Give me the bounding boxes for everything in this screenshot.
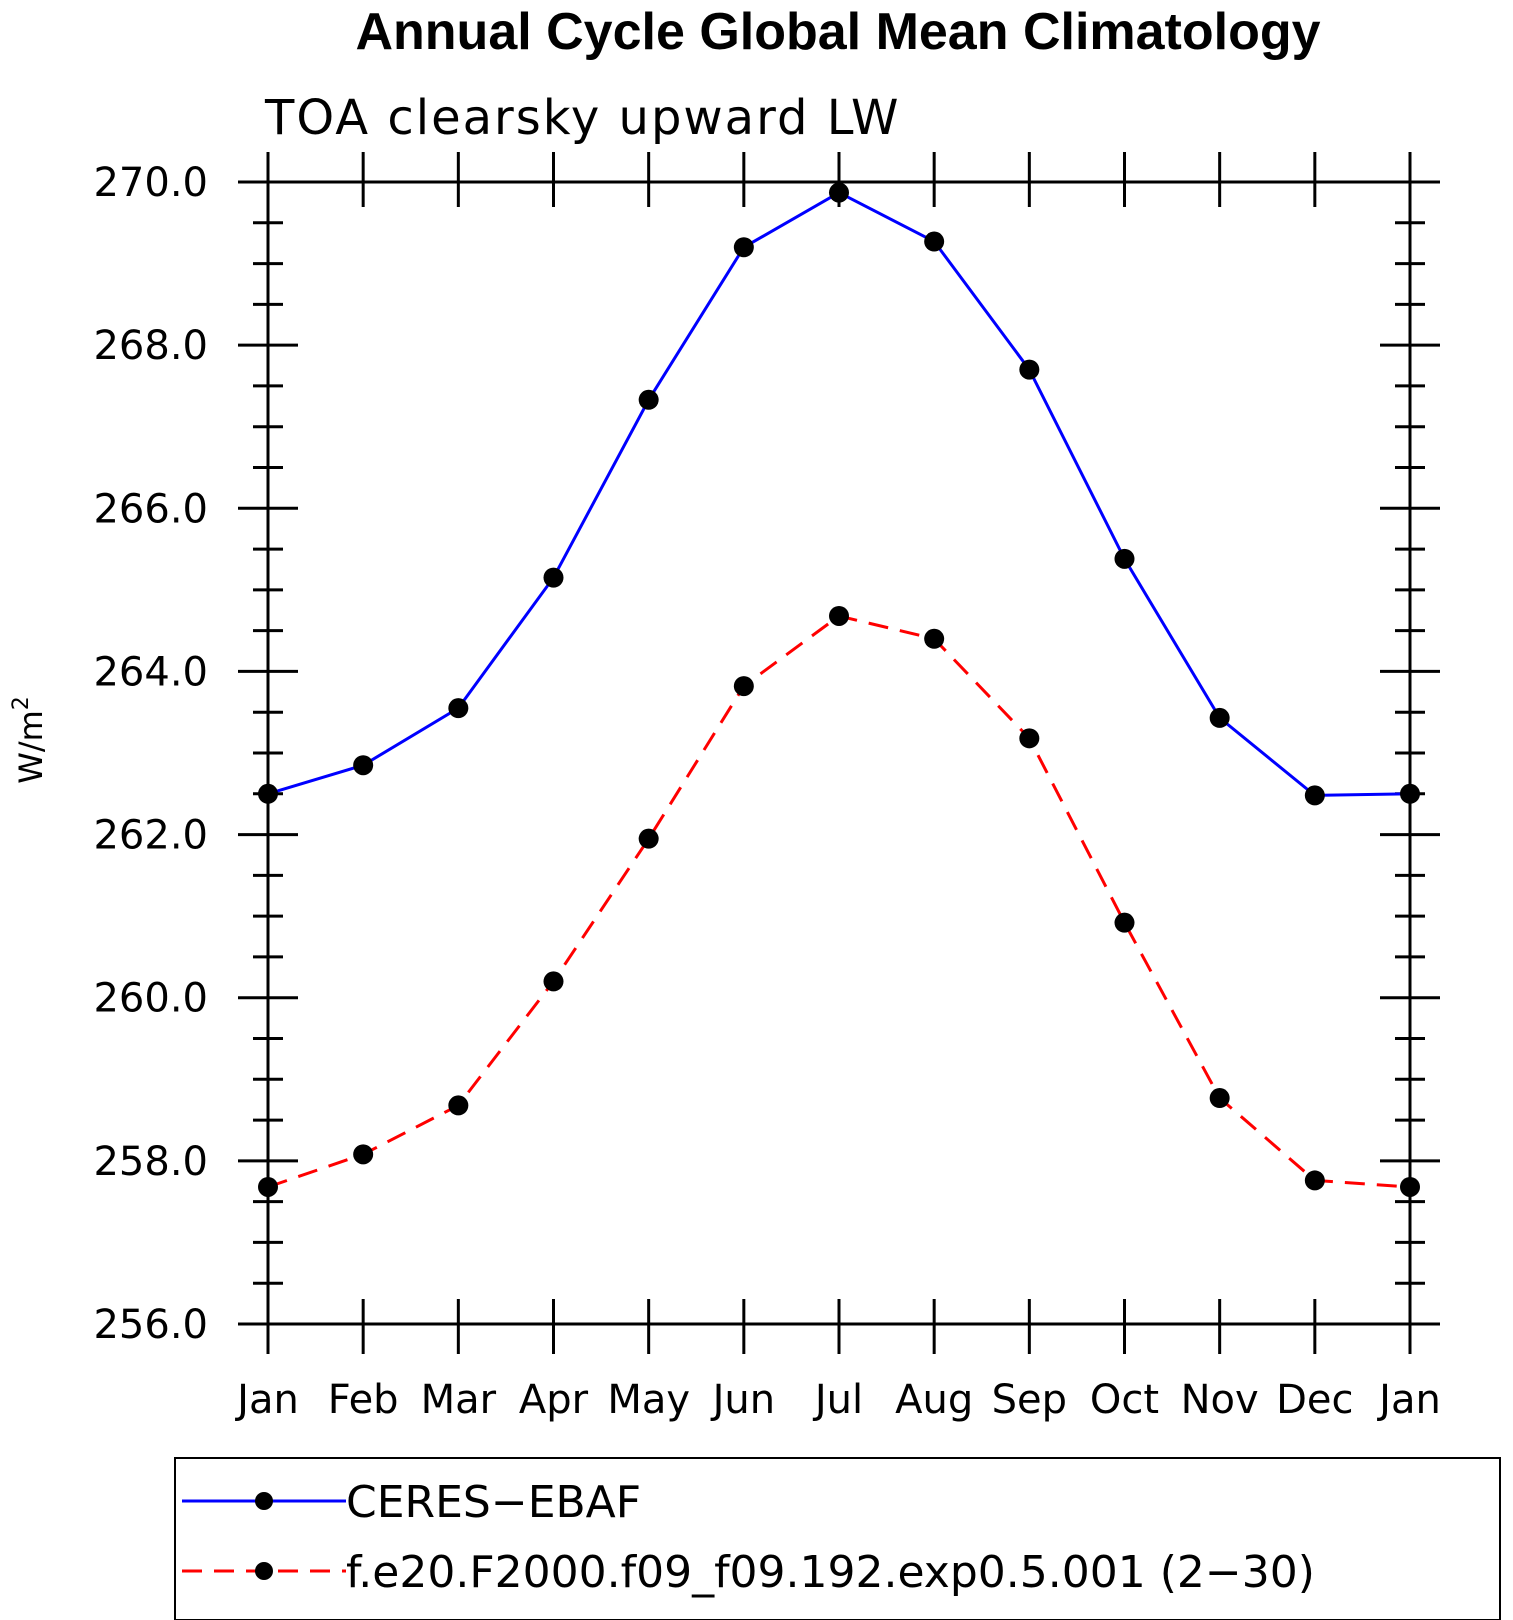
x-tick-label: Jan <box>234 1377 299 1423</box>
x-tick-label: Jun <box>710 1377 776 1423</box>
y-tick-label: 266.0 <box>93 486 208 532</box>
series-2-point <box>1019 728 1040 749</box>
legend-marker-series-1 <box>255 1492 273 1510</box>
series-1-point <box>733 237 754 258</box>
y-axis-label-superscript: 2 <box>9 696 34 710</box>
x-tick-label: Nov <box>1181 1377 1259 1423</box>
series-1-point <box>829 182 849 203</box>
x-tick-label: Oct <box>1090 1377 1159 1423</box>
legend-box <box>174 1457 1501 1620</box>
series-2-point <box>353 1144 374 1165</box>
series-1-point <box>924 231 945 252</box>
legend-marker-series-2 <box>255 1562 273 1580</box>
svg-text:W/m2: W/m2 <box>9 696 50 784</box>
series-1-point <box>1114 548 1135 569</box>
plot-frame <box>266 180 1412 1326</box>
y-tick-label: 264.0 <box>93 649 208 695</box>
series-line-2 <box>267 614 1411 1189</box>
series-1-point <box>1209 707 1230 728</box>
y-tick-label: 256.0 <box>93 1302 208 1348</box>
x-tick-label: Sep <box>992 1377 1067 1423</box>
tick-labels: 256.0 258.0 260.0 262.0 264.0 266.0 268.0 270.0… <box>93 160 1440 1423</box>
legend-label-series-1: CERES−EBAF <box>346 1477 641 1528</box>
y-tick-label: 268.0 <box>93 323 208 369</box>
y-axis-label-text: W/m <box>12 710 50 784</box>
series-1-point <box>353 755 374 776</box>
x-tick-label: Feb <box>328 1377 399 1423</box>
series-line-1 <box>267 190 1411 797</box>
y-tick-label: 270.0 <box>93 160 208 206</box>
series-2-point <box>1114 912 1135 933</box>
x-tick-label: Dec <box>1276 1377 1353 1423</box>
x-tick-label: Apr <box>519 1377 589 1423</box>
x-tick-label: Jan <box>1376 1377 1441 1423</box>
series-lines <box>267 190 1411 1189</box>
series-2-point <box>543 971 564 992</box>
x-tick-label: Aug <box>895 1377 973 1423</box>
axis-ticks <box>238 152 1440 1354</box>
series-1-point <box>448 698 469 719</box>
legend-label-series-2: f.e20.F2000.f09_f09.192.exp0.5.001 (2−30… <box>346 1547 1315 1598</box>
y-tick-label: 262.0 <box>93 813 208 859</box>
series-1-point <box>638 389 659 410</box>
legend: CERES−EBAF f.e20.F2000.f09_f09.192.exp0.… <box>174 1457 1501 1620</box>
x-tick-label: Jul <box>812 1377 863 1423</box>
series-2-point <box>1209 1088 1230 1109</box>
series-2-point <box>638 828 659 849</box>
x-tick-label: Mar <box>421 1377 497 1423</box>
series-2-point <box>1304 1170 1325 1191</box>
y-axis-label: W/m2 <box>9 696 50 784</box>
series-markers <box>258 182 1420 1197</box>
series-1-point <box>1019 359 1040 380</box>
series-1-point <box>1304 785 1325 806</box>
series-1-point <box>543 567 564 588</box>
y-tick-label: 258.0 <box>93 1139 208 1185</box>
x-tick-label: May <box>607 1377 690 1423</box>
chart-subtitle: TOA clearsky upward LW <box>264 90 901 146</box>
series-2-point <box>733 676 754 697</box>
series-2-point <box>448 1095 469 1116</box>
series-2-point <box>924 628 945 649</box>
y-tick-label: 260.0 <box>93 976 208 1022</box>
chart-title: Annual Cycle Global Mean Climatology <box>355 3 1320 61</box>
series-2-point <box>829 605 849 626</box>
